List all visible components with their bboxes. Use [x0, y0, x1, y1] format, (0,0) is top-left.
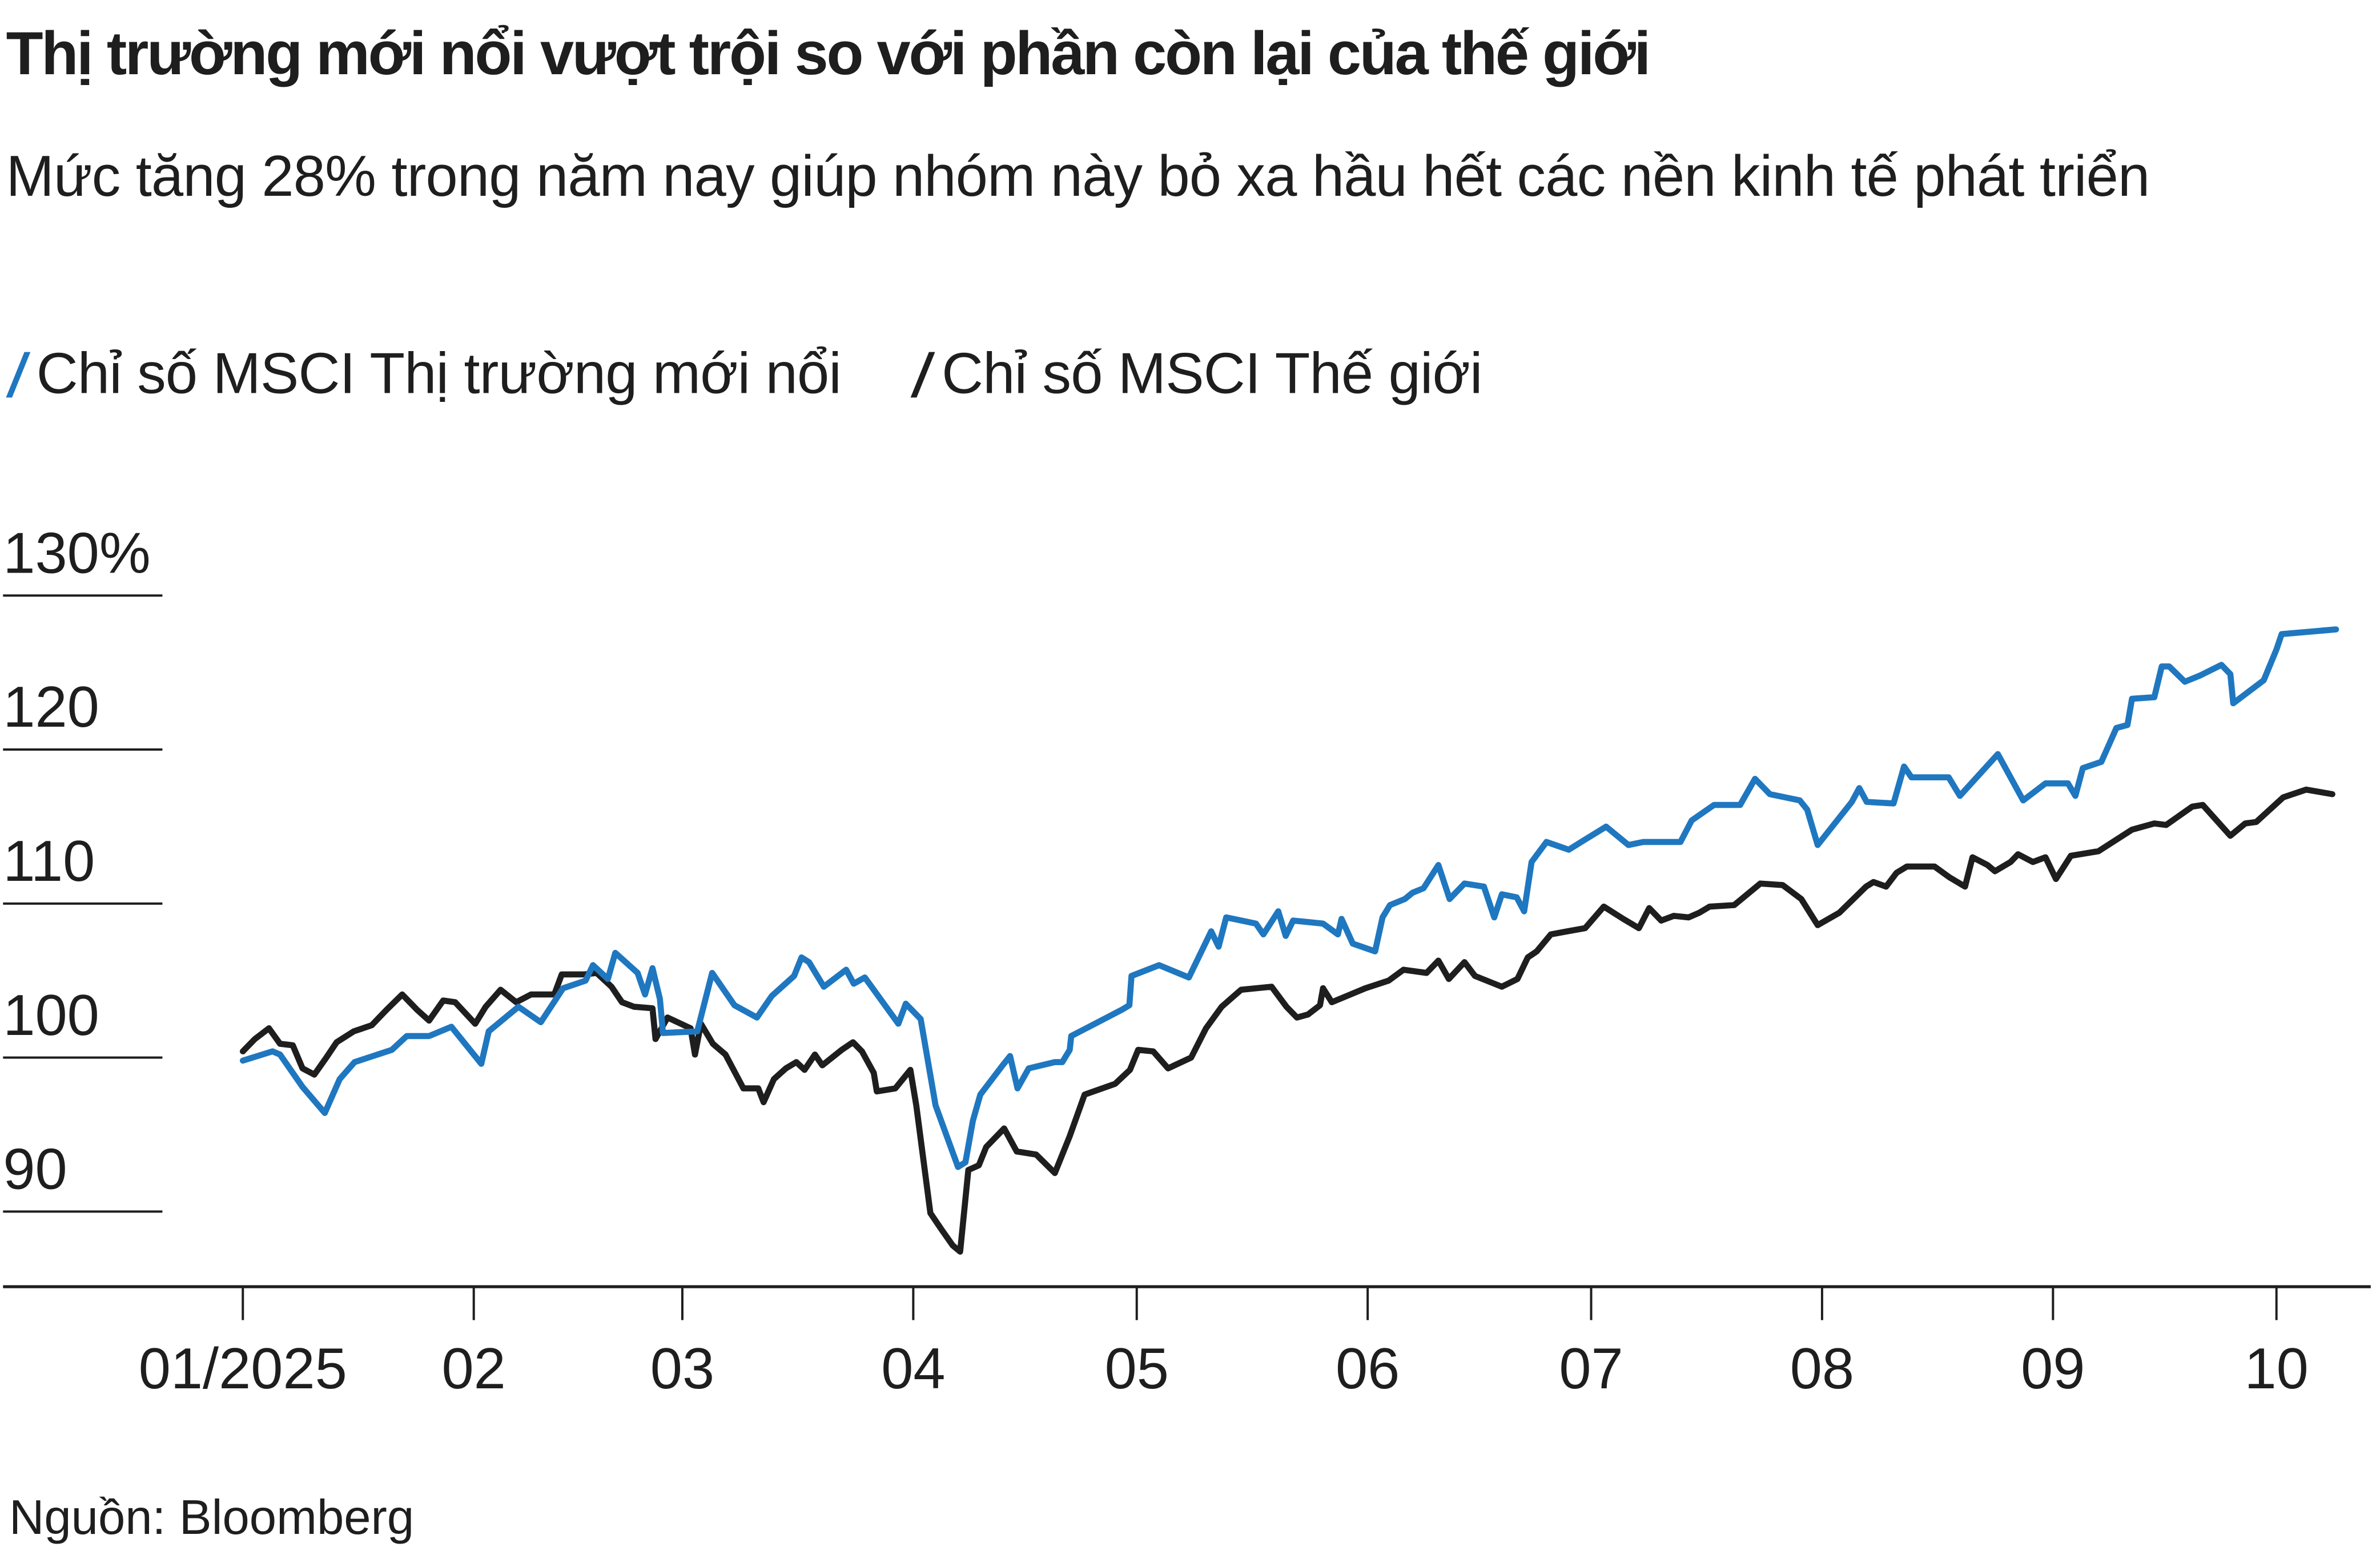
- legend-item-em: Chỉ số MSCI Thị trường mới nổi: [6, 343, 842, 407]
- x-tick-label: 10: [2245, 1337, 2309, 1401]
- y-tick-label: 120: [3, 675, 99, 739]
- y-tick-label: 100: [3, 984, 99, 1048]
- legend: Chỉ số MSCI Thị trường mới nổi Chỉ số MS…: [6, 343, 1537, 408]
- x-tick-label: 04: [881, 1337, 945, 1401]
- x-tick-label: 08: [1790, 1337, 1854, 1401]
- y-tick-label: 110: [3, 829, 95, 893]
- source-note: Nguồn: Bloomberg: [9, 1490, 415, 1545]
- legend-label-em: Chỉ số MSCI Thị trường mới nổi: [36, 343, 842, 407]
- x-tick-label: 03: [650, 1337, 714, 1401]
- series-line-world: [239, 786, 2335, 1255]
- series-line-emerging-markets: [239, 626, 2339, 1170]
- x-tick-label: 05: [1105, 1337, 1169, 1401]
- chart-subtitle: Mức tăng 28% trong năm nay giúp nhóm này…: [6, 146, 2150, 210]
- y-tick-label: 90: [3, 1138, 67, 1202]
- x-tick-label: 06: [1336, 1337, 1400, 1401]
- legend-label-world: Chỉ số MSCI Thế giới: [942, 343, 1482, 407]
- y-tick-label: 130%: [3, 521, 150, 585]
- x-tick-label: 07: [1559, 1337, 1623, 1401]
- legend-item-world: Chỉ số MSCI Thế giới: [911, 343, 1483, 407]
- chart-title: Thị trường mới nổi vượt trội so với phần…: [6, 21, 1651, 88]
- x-tick-label: 02: [442, 1337, 506, 1401]
- x-tick-label: 09: [2021, 1337, 2085, 1401]
- x-tick-label: 01/2025: [139, 1337, 347, 1401]
